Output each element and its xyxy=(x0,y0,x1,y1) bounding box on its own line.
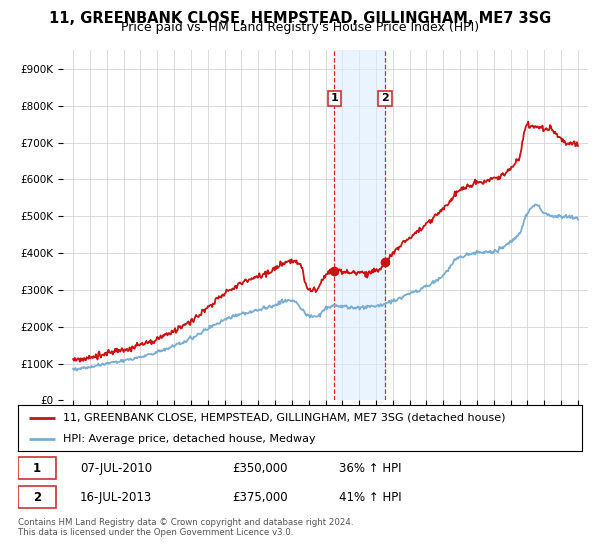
Text: HPI: Average price, detached house, Medway: HPI: Average price, detached house, Medw… xyxy=(63,435,316,444)
Text: 1: 1 xyxy=(33,462,41,475)
Text: £375,000: £375,000 xyxy=(232,491,288,503)
Text: 36% ↑ HPI: 36% ↑ HPI xyxy=(340,462,402,475)
Text: Contains HM Land Registry data © Crown copyright and database right 2024.
This d: Contains HM Land Registry data © Crown c… xyxy=(18,518,353,538)
Text: 11, GREENBANK CLOSE, HEMPSTEAD, GILLINGHAM, ME7 3SG: 11, GREENBANK CLOSE, HEMPSTEAD, GILLINGH… xyxy=(49,11,551,26)
Text: 2: 2 xyxy=(33,491,41,503)
FancyBboxPatch shape xyxy=(18,486,56,508)
Text: 41% ↑ HPI: 41% ↑ HPI xyxy=(340,491,402,503)
FancyBboxPatch shape xyxy=(18,457,56,479)
Text: 07-JUL-2010: 07-JUL-2010 xyxy=(80,462,152,475)
Text: 2: 2 xyxy=(381,94,389,103)
Text: 11, GREENBANK CLOSE, HEMPSTEAD, GILLINGHAM, ME7 3SG (detached house): 11, GREENBANK CLOSE, HEMPSTEAD, GILLINGH… xyxy=(63,413,506,423)
Text: 16-JUL-2013: 16-JUL-2013 xyxy=(80,491,152,503)
Text: Price paid vs. HM Land Registry's House Price Index (HPI): Price paid vs. HM Land Registry's House … xyxy=(121,21,479,34)
Bar xyxy=(334,50,385,400)
Text: £350,000: £350,000 xyxy=(232,462,288,475)
Text: 1: 1 xyxy=(331,94,338,103)
